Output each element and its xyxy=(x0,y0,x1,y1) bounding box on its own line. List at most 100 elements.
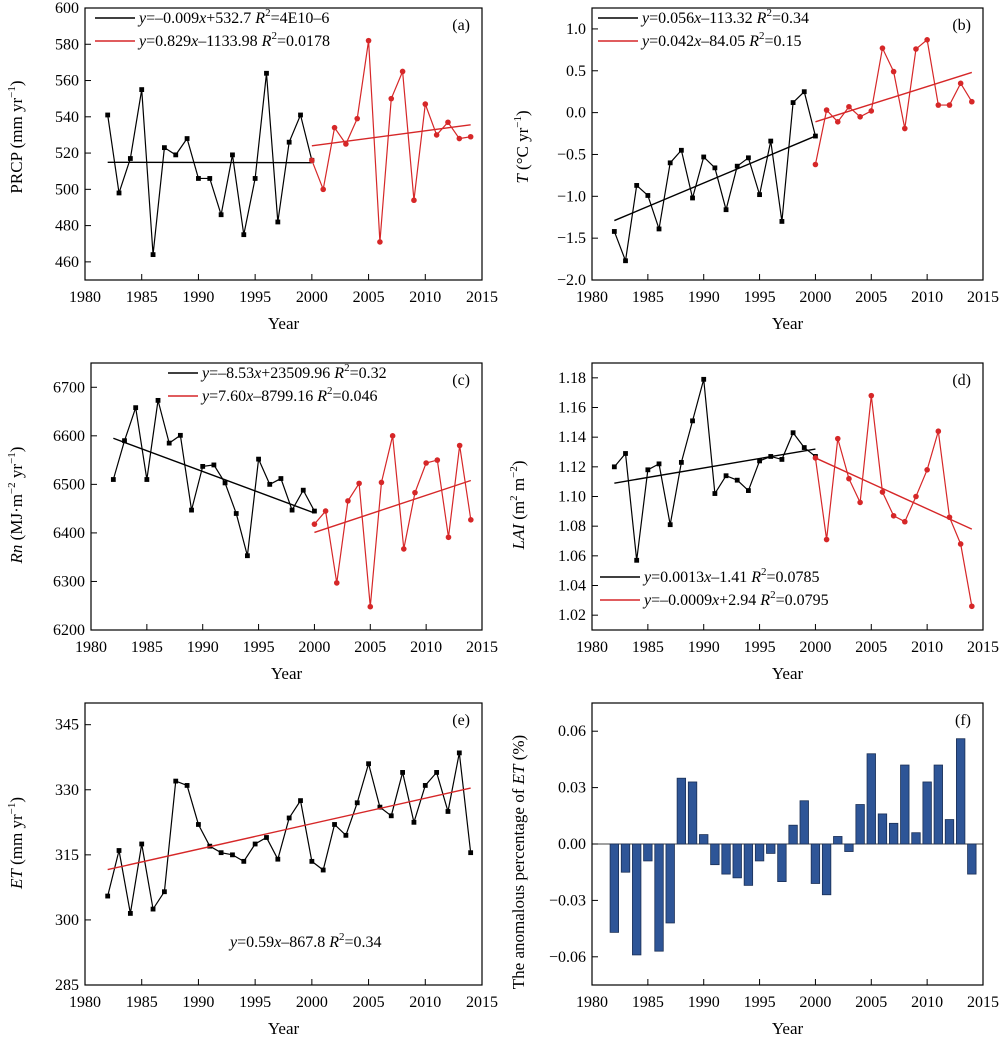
data-point xyxy=(333,580,340,586)
bar xyxy=(888,822,899,845)
data-point xyxy=(377,239,383,245)
data-point xyxy=(133,405,139,411)
data-point xyxy=(377,804,383,810)
x-tick-label: 1990 xyxy=(688,639,720,656)
data-point xyxy=(127,156,133,161)
bar xyxy=(710,843,720,866)
data-point xyxy=(264,835,269,840)
x-axis-label: Year xyxy=(268,314,300,333)
data-point xyxy=(122,438,127,444)
bar xyxy=(833,836,843,845)
y-tick-label: 1.08 xyxy=(558,518,586,535)
x-tick-label: 1995 xyxy=(744,289,776,306)
series-line xyxy=(112,400,315,556)
data-point xyxy=(230,152,235,158)
y-tick-label: 0.5 xyxy=(566,63,586,80)
panel-e: ET (mm yr−1) 1980 1985 1990 1995 2000 2005 201… xyxy=(6,702,498,1038)
bar xyxy=(911,832,921,845)
x-tick-label: 2010 xyxy=(409,289,441,306)
panel-f: The anomalous percentage of ET (%) 1980 1… xyxy=(509,702,999,1038)
data-point xyxy=(690,418,695,424)
data-point xyxy=(177,432,183,438)
y-tick-label: 315 xyxy=(55,847,79,864)
y-tick-label: 500 xyxy=(55,181,79,198)
data-point xyxy=(207,176,213,181)
data-point xyxy=(184,783,190,788)
bar xyxy=(732,843,742,879)
data-point xyxy=(196,822,201,827)
data-point xyxy=(467,133,474,140)
y-tick-label: 6200 xyxy=(53,622,85,639)
bar xyxy=(766,843,776,854)
bar xyxy=(922,781,932,845)
bar xyxy=(754,843,765,862)
data-point xyxy=(309,157,315,164)
data-point xyxy=(411,197,417,204)
y-tick-label: −0.06 xyxy=(549,949,586,966)
y-tick-label: 0.06 xyxy=(558,723,586,740)
data-point xyxy=(173,152,179,158)
x-tick-label: 1980 xyxy=(69,289,101,306)
data-point xyxy=(623,451,628,456)
data-point xyxy=(275,219,281,225)
data-point xyxy=(196,176,201,181)
legend-label: y=–0.009x+532.7 R2=4E10–6 xyxy=(137,7,329,27)
data-point xyxy=(779,457,785,462)
y-tick-label: 6500 xyxy=(53,476,85,493)
x-tick-label: 2000 xyxy=(298,639,330,656)
data-point xyxy=(701,154,707,160)
data-point xyxy=(144,477,150,482)
bar xyxy=(866,753,876,845)
data-point xyxy=(611,464,617,470)
x-tick-label: 1985 xyxy=(126,289,158,306)
bar xyxy=(687,781,698,845)
data-point xyxy=(105,893,111,899)
y-tick-label: 1.12 xyxy=(558,459,586,476)
data-point xyxy=(422,783,428,788)
x-tick-label: 1995 xyxy=(744,639,776,656)
data-point xyxy=(957,541,964,547)
data-point xyxy=(139,841,145,847)
data-point xyxy=(211,462,217,468)
data-point xyxy=(902,518,908,525)
data-point xyxy=(184,136,190,141)
bar xyxy=(620,843,631,873)
data-point xyxy=(166,440,172,446)
data-point xyxy=(623,258,628,264)
data-point xyxy=(110,477,116,482)
bar xyxy=(699,834,709,845)
data-point xyxy=(445,534,452,541)
data-point xyxy=(768,138,774,144)
trend-line xyxy=(314,479,472,534)
data-point xyxy=(846,475,852,482)
data-point xyxy=(445,809,451,814)
data-point xyxy=(434,457,441,463)
data-point xyxy=(823,107,830,113)
data-point xyxy=(399,68,406,75)
data-point xyxy=(345,498,351,504)
bar xyxy=(743,843,754,886)
data-point xyxy=(868,392,875,399)
panel-label: (a) xyxy=(452,17,470,34)
legend-label: y=–0.0009x+2.94 R2=0.0795 xyxy=(642,589,829,609)
plot-frame xyxy=(84,7,483,281)
y-tick-label: 0.03 xyxy=(558,780,586,797)
trend-line xyxy=(107,787,471,871)
y-tick-label: −2.0 xyxy=(557,272,586,289)
data-point xyxy=(241,232,247,238)
panel-d-ylabel: LAI (m2 m−2) xyxy=(508,460,528,550)
x-tick-label: 1995 xyxy=(243,639,275,656)
panel-label: (f) xyxy=(955,712,971,729)
x-tick-label: 1995 xyxy=(239,994,271,1011)
x-tick-label: 2015 xyxy=(967,639,999,656)
series-line xyxy=(311,40,471,242)
x-tick-label: 2015 xyxy=(466,994,498,1011)
data-point xyxy=(712,491,718,496)
bar xyxy=(609,843,619,933)
bar xyxy=(855,804,865,845)
legend-label: y=7.60x–8799.16 R2=0.046 xyxy=(200,385,378,405)
data-point xyxy=(868,108,875,114)
data-point xyxy=(378,479,385,486)
bar xyxy=(844,843,854,852)
